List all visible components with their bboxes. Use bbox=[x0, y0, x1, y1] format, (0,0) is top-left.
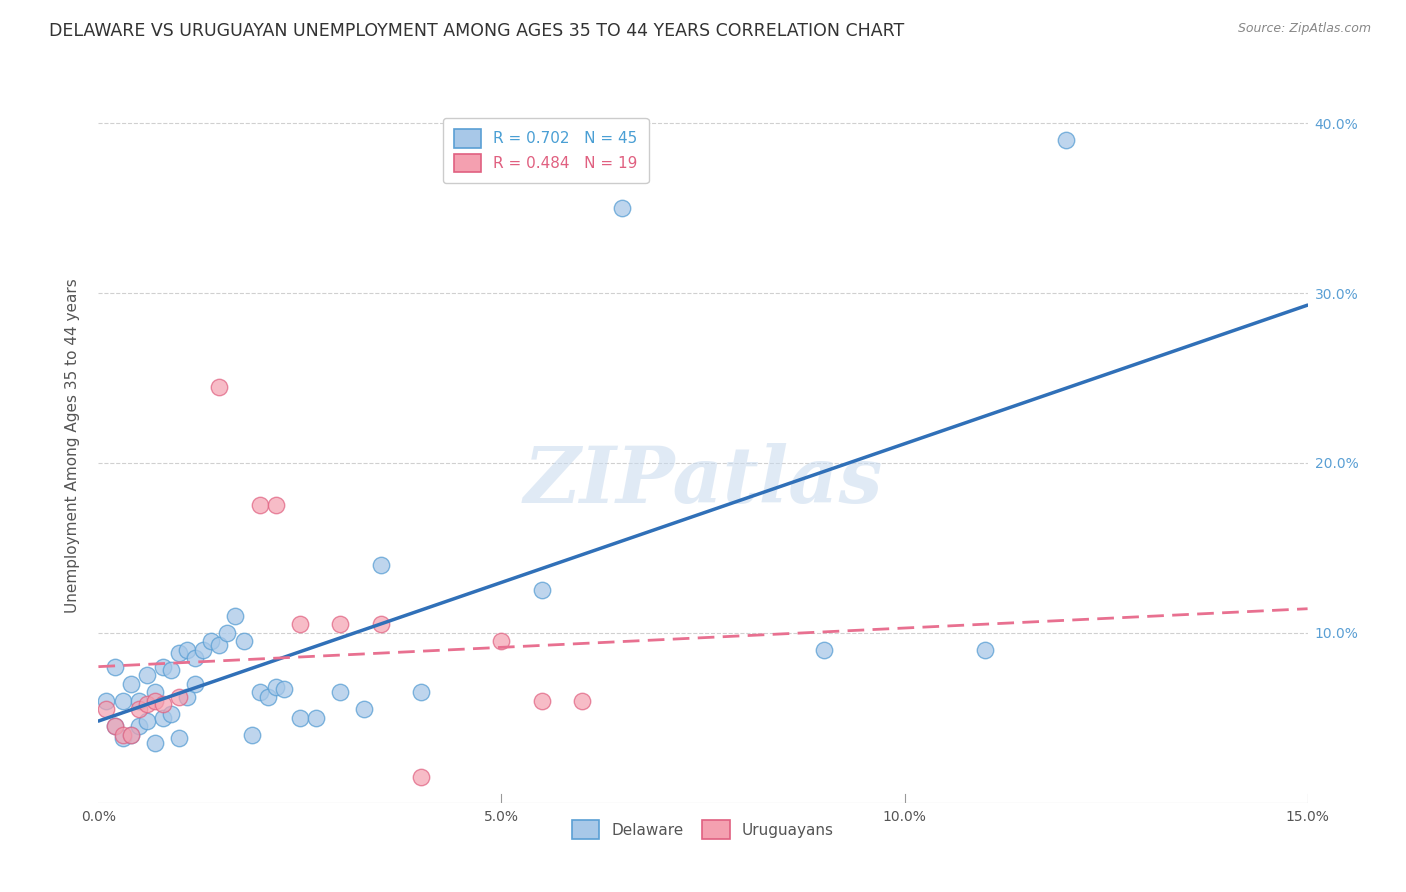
Point bbox=[409, 770, 432, 784]
Point bbox=[264, 499, 287, 513]
Point bbox=[160, 663, 183, 677]
Point bbox=[612, 201, 634, 215]
Point bbox=[128, 719, 150, 733]
Point bbox=[353, 702, 375, 716]
Point bbox=[288, 617, 311, 632]
Point bbox=[143, 685, 166, 699]
Point bbox=[111, 731, 134, 746]
Point bbox=[273, 681, 295, 696]
Point bbox=[329, 617, 352, 632]
Point bbox=[329, 685, 352, 699]
Point bbox=[111, 728, 134, 742]
Point bbox=[184, 651, 207, 665]
Point bbox=[111, 694, 134, 708]
Legend: Delaware, Uruguayans: Delaware, Uruguayans bbox=[565, 814, 841, 845]
Point bbox=[160, 707, 183, 722]
Point bbox=[224, 608, 246, 623]
Point bbox=[1054, 133, 1077, 147]
Point bbox=[143, 736, 166, 750]
Text: DELAWARE VS URUGUAYAN UNEMPLOYMENT AMONG AGES 35 TO 44 YEARS CORRELATION CHART: DELAWARE VS URUGUAYAN UNEMPLOYMENT AMONG… bbox=[49, 22, 904, 40]
Point bbox=[167, 646, 190, 660]
Point bbox=[491, 634, 513, 648]
Point bbox=[200, 634, 222, 648]
Point bbox=[217, 626, 239, 640]
Point bbox=[120, 728, 142, 742]
Point bbox=[249, 499, 271, 513]
Point bbox=[96, 694, 118, 708]
Point bbox=[120, 677, 142, 691]
Point bbox=[974, 643, 997, 657]
Point bbox=[103, 719, 125, 733]
Point bbox=[96, 702, 118, 716]
Point bbox=[208, 379, 231, 393]
Point bbox=[128, 702, 150, 716]
Point bbox=[176, 643, 198, 657]
Point bbox=[184, 677, 207, 691]
Point bbox=[370, 558, 392, 572]
Point bbox=[143, 694, 166, 708]
Point bbox=[530, 694, 553, 708]
Point bbox=[264, 680, 287, 694]
Point bbox=[208, 638, 231, 652]
Point bbox=[167, 690, 190, 705]
Text: ZIPatlas: ZIPatlas bbox=[523, 443, 883, 520]
Y-axis label: Unemployment Among Ages 35 to 44 years: Unemployment Among Ages 35 to 44 years bbox=[65, 278, 80, 614]
Point bbox=[409, 685, 432, 699]
Point bbox=[288, 711, 311, 725]
Point bbox=[256, 690, 278, 705]
Point bbox=[152, 660, 174, 674]
Point bbox=[152, 698, 174, 712]
Point bbox=[571, 694, 593, 708]
Point bbox=[152, 711, 174, 725]
Point bbox=[249, 685, 271, 699]
Point bbox=[135, 714, 157, 729]
Point bbox=[135, 668, 157, 682]
Point bbox=[370, 617, 392, 632]
Point bbox=[813, 643, 835, 657]
Point bbox=[232, 634, 254, 648]
Point bbox=[103, 719, 125, 733]
Point bbox=[103, 660, 125, 674]
Point bbox=[240, 728, 263, 742]
Text: Source: ZipAtlas.com: Source: ZipAtlas.com bbox=[1237, 22, 1371, 36]
Point bbox=[135, 698, 157, 712]
Point bbox=[128, 694, 150, 708]
Point bbox=[193, 643, 215, 657]
Point bbox=[167, 731, 190, 746]
Point bbox=[120, 728, 142, 742]
Point bbox=[176, 690, 198, 705]
Point bbox=[530, 583, 553, 598]
Point bbox=[305, 711, 328, 725]
